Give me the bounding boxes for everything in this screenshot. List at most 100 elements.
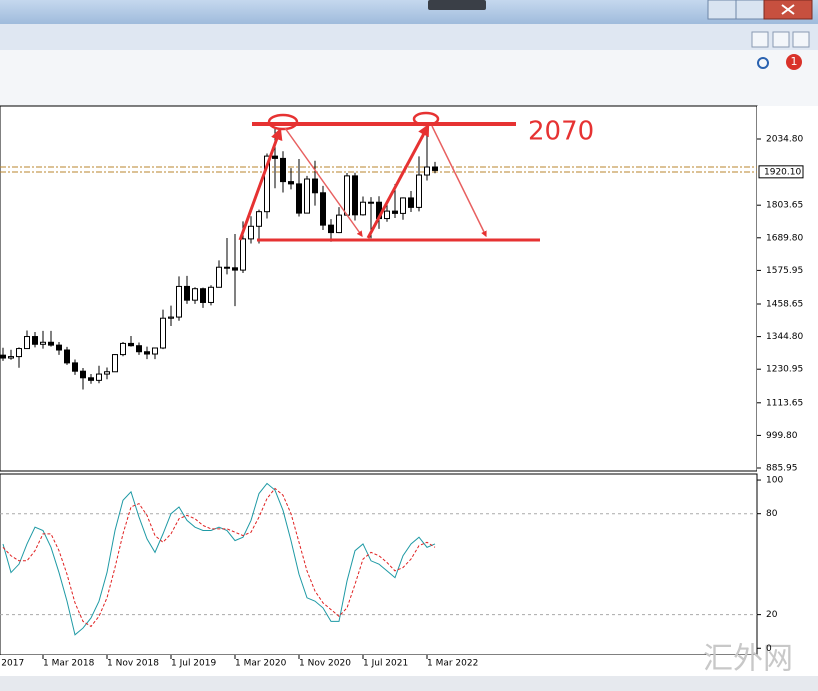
- date-axis: [0, 655, 757, 676]
- arrow: [238, 127, 283, 241]
- candle-body: [384, 210, 390, 220]
- candle-body: [432, 166, 438, 171]
- y-tick-label: 20: [766, 610, 778, 620]
- candle-body: [40, 341, 46, 345]
- candle-body: [424, 166, 430, 176]
- price-axis: [757, 106, 818, 676]
- candle-body: [96, 373, 102, 381]
- watermark: 汇外网: [703, 642, 793, 677]
- candle-body: [240, 238, 246, 271]
- candle-body: [208, 286, 214, 303]
- x-tick-label: 1 Nov 2020: [299, 659, 351, 669]
- mdi-restore[interactable]: [772, 31, 790, 48]
- top-ellipse: [267, 113, 299, 131]
- candle-body: [56, 344, 62, 351]
- y-tick-label: 1458.65: [766, 299, 803, 309]
- y-tick-label: 80: [766, 509, 778, 519]
- candle-body: [176, 285, 182, 318]
- candle-body: [280, 157, 286, 183]
- arrow: [284, 127, 363, 237]
- title-handle: [428, 0, 486, 10]
- candle-body: [112, 354, 118, 373]
- arrow: [431, 125, 487, 238]
- price-pane: [0, 105, 758, 472]
- candle-body: [288, 181, 294, 185]
- notification-badge[interactable]: [786, 54, 802, 70]
- candle-body: [144, 351, 150, 355]
- x-tick-label: 1 Mar 2018: [43, 659, 95, 669]
- candle-body: [0, 354, 6, 359]
- candle-body: [320, 192, 326, 226]
- annotation-label: 2070: [528, 117, 594, 147]
- candle-body: [72, 362, 78, 372]
- x-tick-label: 1 Nov 2018: [107, 659, 159, 669]
- x-tick-label: 1 Mar 2020: [235, 659, 287, 669]
- status-bar: [0, 676, 818, 691]
- y-tick-label: 1344.80: [766, 332, 803, 342]
- candle-body: [408, 197, 414, 208]
- candle-body: [216, 266, 222, 288]
- candle-body: [296, 183, 302, 214]
- candle-body: [24, 336, 30, 350]
- candle-body: [192, 288, 198, 301]
- x-tick-label: 1 Jul 2021: [363, 659, 408, 669]
- arrow: [366, 123, 430, 239]
- candle-body: [136, 345, 142, 353]
- candle-body: [248, 225, 254, 240]
- y-tick-label: 2034.80: [766, 134, 803, 144]
- candle-body: [16, 348, 22, 358]
- candle-body: [256, 211, 262, 227]
- maximize-button[interactable]: [735, 0, 765, 20]
- candle-body: [48, 341, 54, 346]
- candle-body: [368, 201, 374, 204]
- candle-body: [64, 349, 70, 364]
- mdi-minimize[interactable]: [751, 31, 769, 48]
- candle-body: [232, 267, 238, 271]
- minimize-button[interactable]: [707, 0, 737, 20]
- y-tick-label: 1113.65: [766, 398, 803, 408]
- stoch-line: [2, 487, 436, 628]
- x-tick-label: 1 Jul 2019: [171, 659, 216, 669]
- x-tick-label: 1 Jul 2017: [0, 659, 24, 669]
- candle-body: [8, 356, 14, 359]
- candle-body: [392, 210, 398, 214]
- annotations: 2070: [238, 111, 594, 242]
- candle-body: [104, 371, 110, 375]
- notification-count: 1: [791, 55, 798, 68]
- y-tick-label: 885.95: [766, 464, 798, 474]
- candle-body: [168, 316, 174, 319]
- stoch-line: [2, 482, 436, 636]
- menu-bar: [0, 24, 818, 50]
- candle-body: [160, 317, 166, 349]
- toolbar: [0, 50, 818, 106]
- y-tick-label: 1230.95: [766, 365, 803, 375]
- candle-body: [32, 336, 38, 345]
- candle-body: [88, 377, 94, 381]
- candle-body: [80, 370, 86, 379]
- candle-body: [128, 342, 134, 347]
- candle-body: [152, 347, 158, 355]
- y-tick-label: 1803.65: [766, 201, 803, 211]
- candle-body: [312, 178, 318, 194]
- candle-body: [336, 214, 342, 234]
- indicator-pane: [0, 473, 758, 656]
- candle-body: [304, 178, 310, 214]
- candle-body: [400, 197, 406, 214]
- close-icon: [781, 4, 795, 15]
- candle-body: [120, 342, 126, 356]
- search-icon[interactable]: [757, 57, 769, 69]
- candle-body: [352, 175, 358, 216]
- candle-body: [272, 155, 278, 159]
- y-tick-label: 999.80: [766, 431, 798, 441]
- candle-body: [328, 224, 334, 234]
- y-tick-label: 1575.95: [766, 266, 803, 276]
- candle-body: [264, 155, 270, 213]
- mdi-close[interactable]: [792, 31, 810, 48]
- x-tick-label: 1 Mar 2022: [427, 659, 478, 669]
- candle-body: [224, 266, 230, 269]
- current-price-label: 1920.10: [764, 167, 801, 177]
- candle-body: [344, 175, 350, 216]
- candle-body: [360, 201, 366, 216]
- candle-body: [184, 285, 190, 301]
